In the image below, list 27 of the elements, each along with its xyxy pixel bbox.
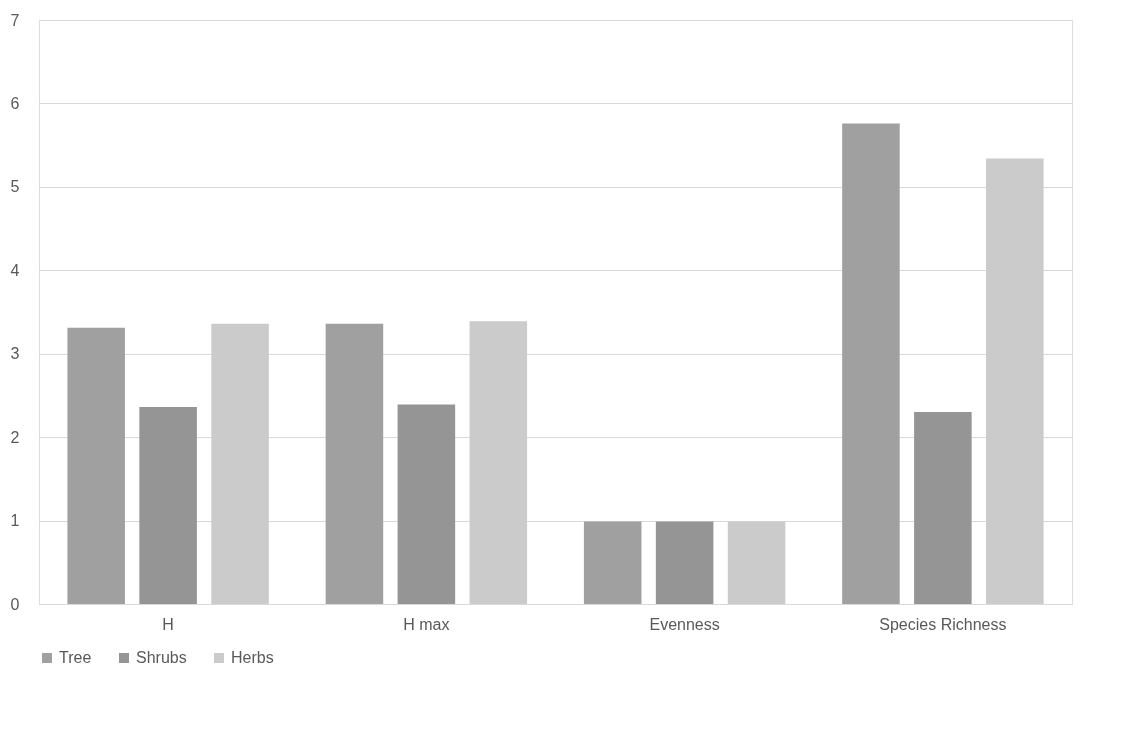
bar	[139, 407, 197, 604]
x-tick-label: H	[162, 615, 174, 633]
bar	[583, 521, 642, 604]
x-tick-label: Species Richness	[879, 615, 1007, 633]
bar	[727, 521, 786, 604]
x-tick-label: H max	[403, 615, 450, 633]
y-tick-label: 7	[10, 11, 20, 29]
legend-label: Herbs	[231, 649, 274, 666]
y-tick-label: 1	[10, 512, 20, 530]
bar	[986, 158, 1044, 604]
y-tick-label: 6	[10, 94, 20, 112]
bar	[67, 327, 125, 604]
y-tick-label: 3	[10, 345, 20, 363]
bar	[914, 412, 972, 604]
bar	[842, 123, 900, 604]
bar	[469, 321, 528, 604]
legend-label: Shrubs	[136, 649, 187, 666]
y-tick-label: 4	[10, 261, 20, 279]
bar	[655, 521, 714, 604]
x-tick-label: Evenness	[649, 615, 720, 633]
bar	[325, 323, 384, 604]
bar	[211, 323, 269, 604]
bar	[397, 404, 456, 604]
legend-label: Tree	[59, 649, 92, 666]
y-tick-label: 0	[10, 595, 20, 613]
y-tick-label: 5	[10, 178, 20, 196]
y-tick-label: 2	[10, 428, 20, 446]
